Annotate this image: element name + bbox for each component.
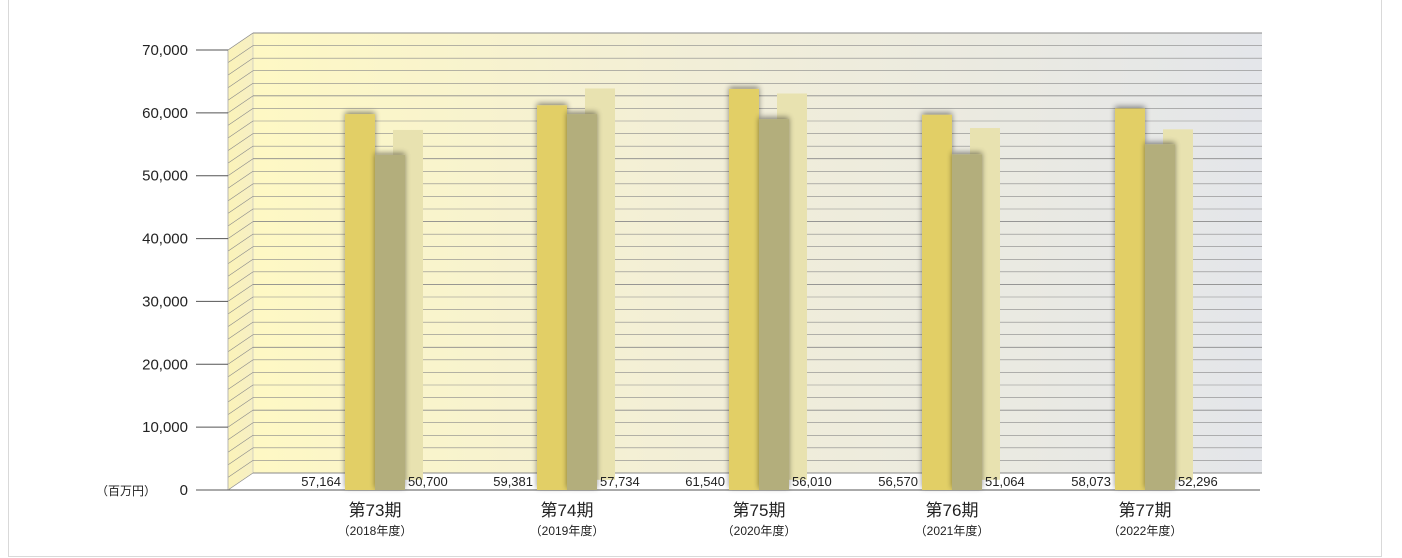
y-tick-label: 40,000 <box>142 231 188 248</box>
category-sublabel: （2019年度） <box>530 523 605 538</box>
y-tick-label: 70,000 <box>142 42 188 59</box>
category-sublabel: （2018年度） <box>338 523 413 538</box>
bar-1 <box>1115 108 1145 490</box>
gridline-side <box>227 284 254 302</box>
data-label-right: 57,734 <box>600 474 640 489</box>
bar-2 <box>759 119 789 491</box>
data-labels: 57,164 50,700 59,381 57,734 61,540 56,010 56,5… <box>301 474 1218 489</box>
gridline-side <box>227 259 254 277</box>
gridline-side <box>227 95 254 114</box>
gridline-side <box>227 45 254 63</box>
gridline-side <box>227 32 254 51</box>
category-sublabel: （2021年度） <box>915 523 990 538</box>
y-tick-label: 30,000 <box>142 293 188 310</box>
gridline-side <box>227 384 254 403</box>
gridline-side <box>227 108 254 126</box>
data-label-left: 59,381 <box>493 474 533 489</box>
gridline-side <box>227 233 254 252</box>
data-label-right: 51,064 <box>985 474 1025 489</box>
gridline-side <box>227 158 254 176</box>
y-axis: 0 10,000 20,000 30,000 40,000 50,000 60,000 70,… <box>96 42 228 499</box>
gridline-side <box>227 472 254 491</box>
bar-2 <box>567 114 597 490</box>
bar-2 <box>375 154 405 490</box>
data-label-left: 58,073 <box>1071 474 1111 489</box>
y-tick-label: 60,000 <box>142 105 188 122</box>
gridline-side <box>227 133 254 151</box>
gridline-side <box>227 221 254 239</box>
gridline-side <box>227 83 254 101</box>
unit-label: （百万円） <box>96 484 156 498</box>
category-label: 第77期 <box>1119 501 1172 520</box>
bars <box>345 88 1193 491</box>
category-label: 第74期 <box>541 501 594 520</box>
gridline-side <box>227 120 254 139</box>
category-label: 第76期 <box>926 501 979 520</box>
bar-1 <box>345 114 375 490</box>
x-axis: 第73期 （2018年度） 第74期 （2019年度） 第75期 （2020年度） 第76期… <box>338 501 1183 538</box>
gridline-side <box>227 422 254 440</box>
gridline-side <box>227 321 254 340</box>
data-label-left: 61,540 <box>685 474 725 489</box>
gridline-side <box>227 334 254 352</box>
gridline-side <box>227 296 254 315</box>
gridline-side <box>227 145 254 164</box>
gridline-side <box>227 435 254 453</box>
gridline-side <box>227 246 254 264</box>
category-sublabel: （2020年度） <box>722 523 797 538</box>
bar-2 <box>1145 144 1175 491</box>
gridline-side <box>227 460 254 478</box>
gridline-side <box>227 359 254 378</box>
data-label-left: 57,164 <box>301 474 341 489</box>
gridline-side <box>227 183 254 202</box>
bar-2 <box>952 154 982 491</box>
gridline-side <box>227 447 254 466</box>
gridline-side <box>227 208 254 227</box>
category-label: 第73期 <box>349 501 402 520</box>
category-label: 第75期 <box>733 501 786 520</box>
gridline-side <box>227 171 254 189</box>
y-tick-label: 50,000 <box>142 168 188 185</box>
bar-1 <box>922 114 952 490</box>
bar-1 <box>729 88 759 490</box>
bar-1 <box>537 105 567 491</box>
y-tick-label: 20,000 <box>142 356 188 373</box>
gridline-side <box>227 70 254 88</box>
data-label-right: 56,010 <box>792 474 832 489</box>
data-label-left: 56,570 <box>878 474 918 489</box>
gridline-side <box>227 271 254 290</box>
category-sublabel: （2022年度） <box>1108 523 1183 538</box>
data-label-right: 50,700 <box>408 474 448 489</box>
y-tick-label: 0 <box>180 482 188 499</box>
data-label-right: 52,296 <box>1178 474 1218 489</box>
gridline-side <box>227 309 254 327</box>
gridline-side <box>227 397 254 415</box>
gridline-side <box>227 57 254 76</box>
gridline-side <box>227 409 254 428</box>
gridline-side <box>227 347 254 365</box>
gridline-side <box>227 196 254 214</box>
y-tick-label: 10,000 <box>142 419 188 436</box>
gridline-side <box>227 372 254 390</box>
